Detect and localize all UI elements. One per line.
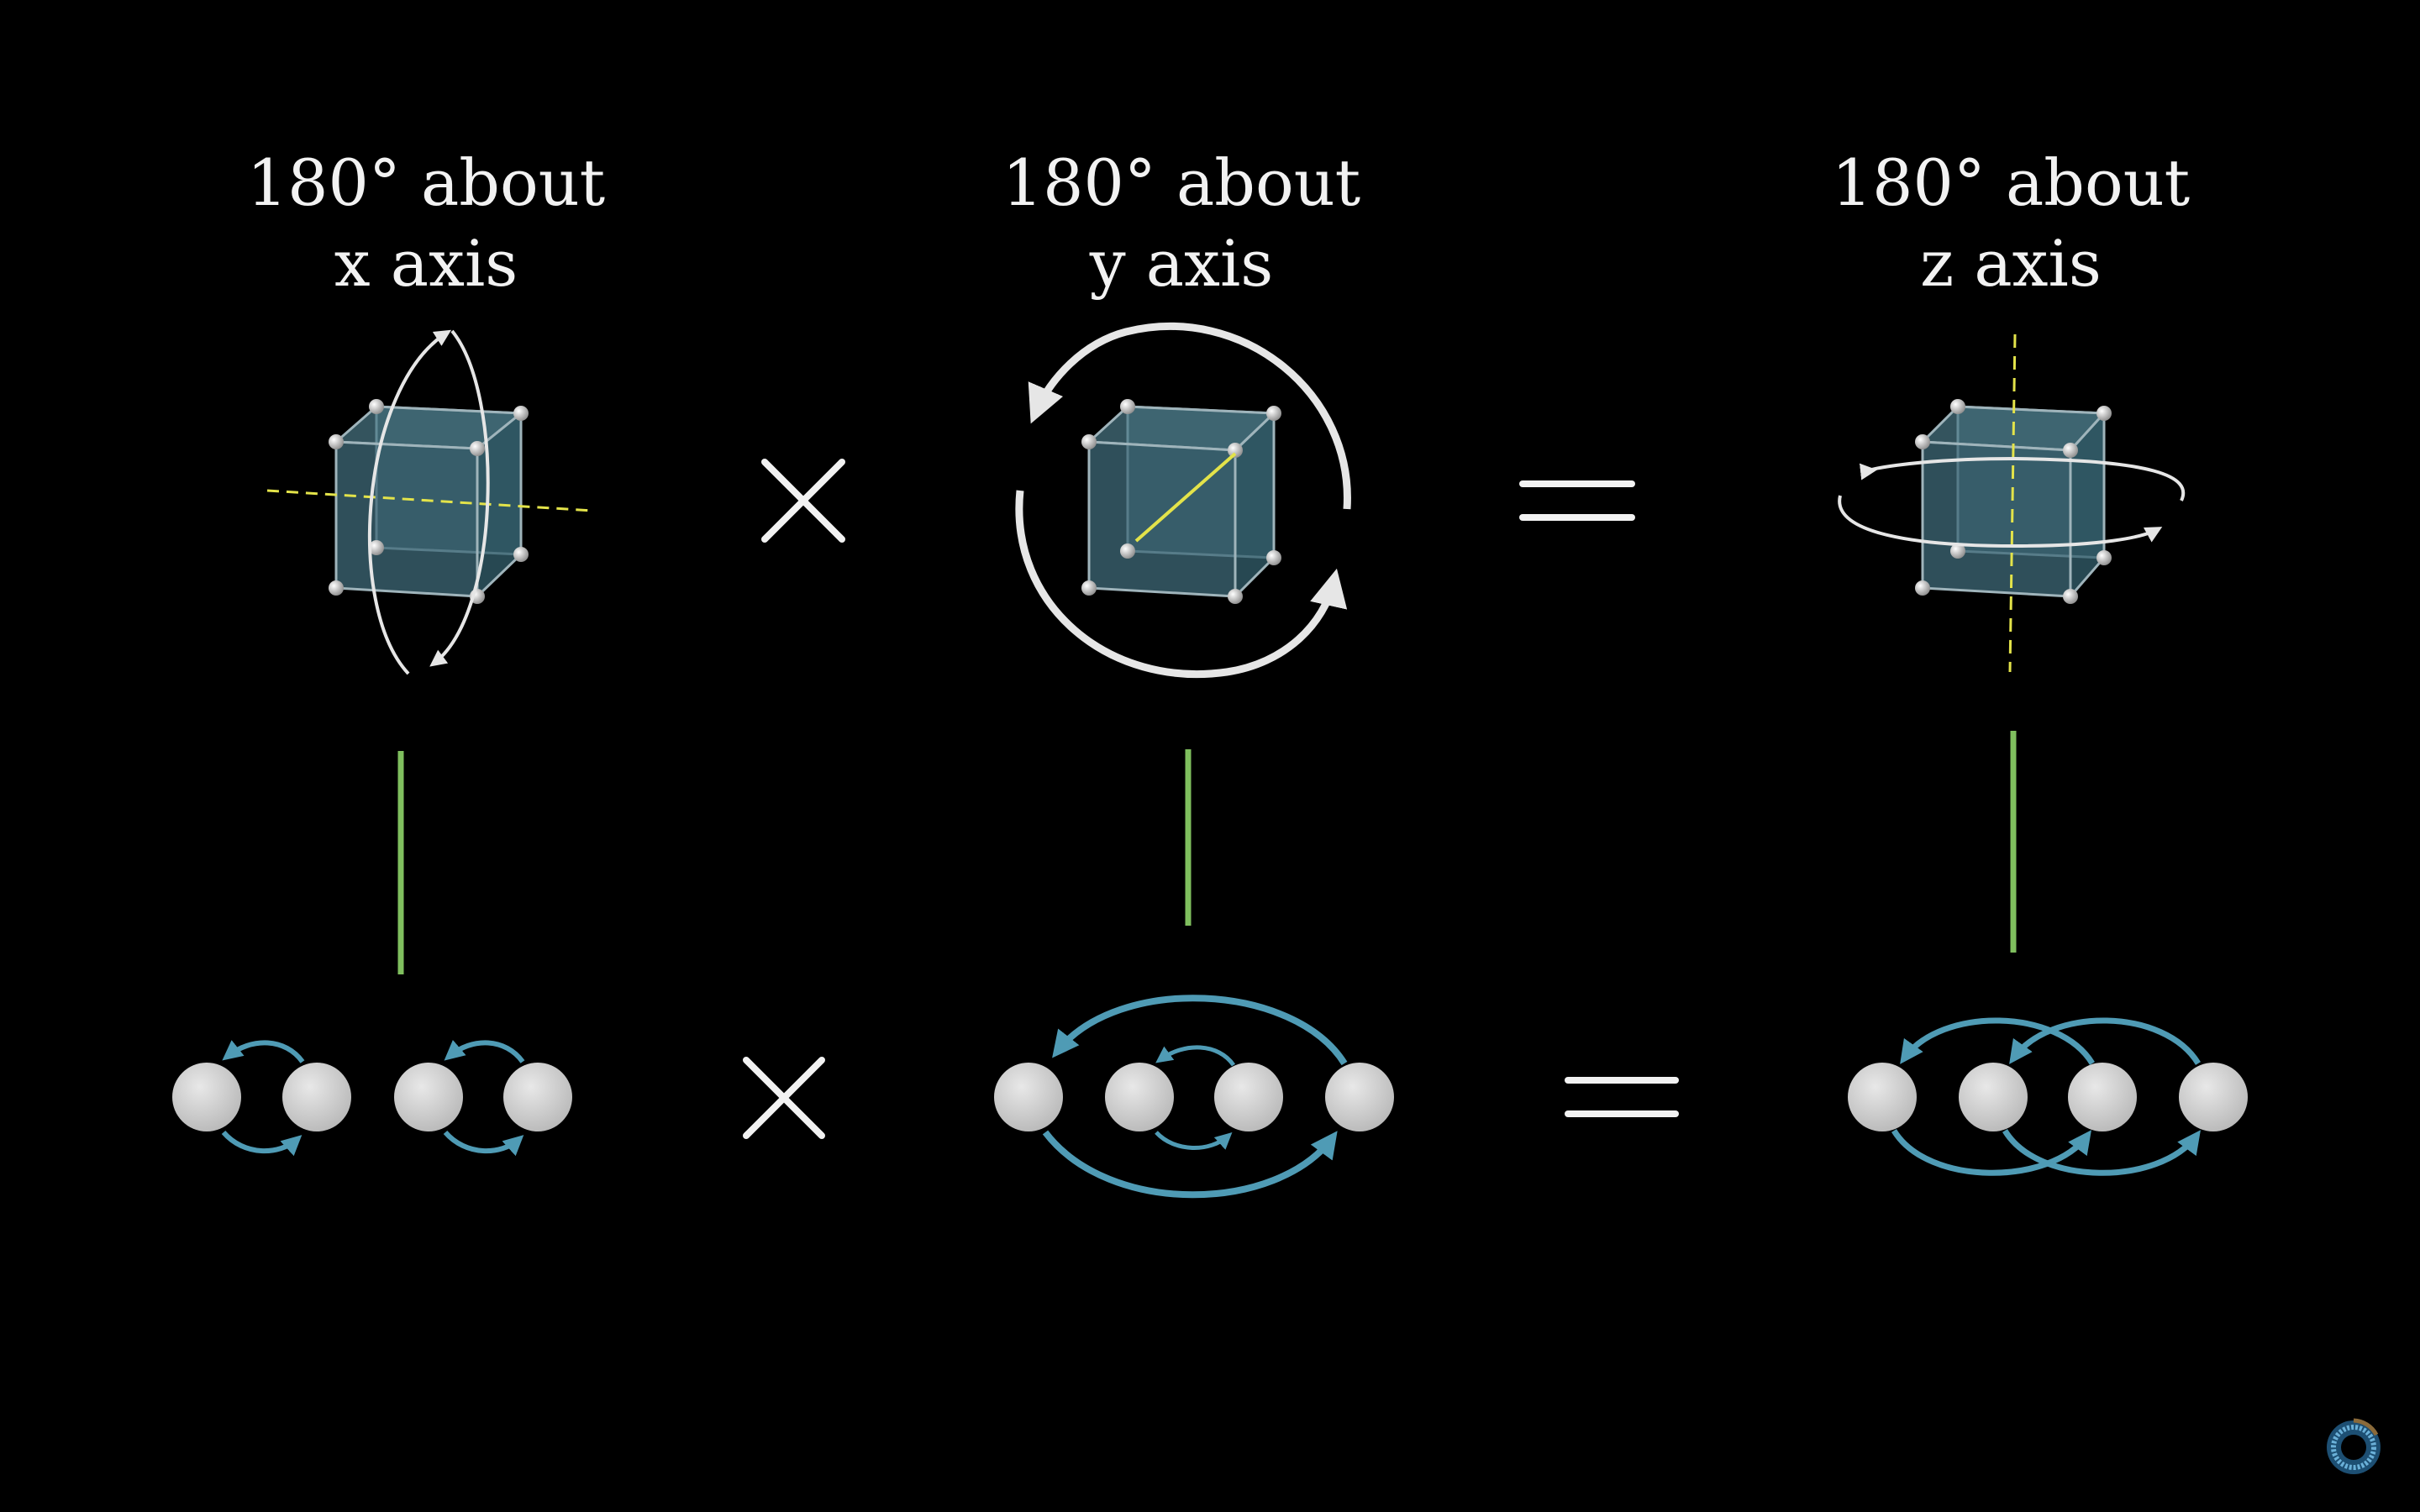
cube-x-rotation: [266, 329, 594, 675]
rotation-arrow-icon: [1859, 456, 2186, 501]
ball-icon: [1325, 1063, 1394, 1131]
permutation-z: [1848, 1017, 2248, 1176]
ball-icon: [1848, 1063, 1917, 1131]
label-y-line2: y axis: [1089, 226, 1274, 301]
label-y-line1: 180° about: [1002, 145, 1361, 220]
rotation-axis-x: [266, 489, 594, 512]
cube-icon: [1915, 399, 2112, 604]
swap-arrow-icon: [1155, 1131, 1233, 1150]
swap-arrow-icon: [444, 1039, 525, 1063]
ball-icon: [2179, 1063, 2248, 1131]
permutation-y: [994, 995, 1394, 1199]
swap-arrow-icon: [1042, 1130, 1338, 1199]
ball-icon: [994, 1063, 1063, 1131]
cube-vertices: [329, 399, 529, 604]
times-icon: [743, 1057, 825, 1139]
ball-icon: [2068, 1063, 2137, 1131]
rotation-axis-z: [2008, 333, 2017, 673]
cube-vertices: [1915, 399, 2112, 604]
label-z-line1: 180° about: [1831, 145, 2191, 220]
channel-logo-icon: [2327, 1418, 2381, 1474]
swap-arrow-icon: [1891, 1129, 2091, 1176]
swap-arrow-icon: [2009, 1017, 2201, 1065]
rotation-arrow-icon: [368, 329, 452, 675]
ball-icon: [282, 1063, 351, 1131]
swap-arrow-icon: [2002, 1129, 2201, 1176]
cube-z-rotation: [1838, 333, 2186, 673]
label-x-axis: 180° about x axis: [174, 143, 678, 304]
swap-arrow-icon: [221, 1130, 302, 1157]
permutation-x: [172, 1039, 572, 1157]
label-z-axis: 180° about z axis: [1759, 143, 2263, 304]
label-z-line2: z axis: [1920, 226, 2102, 301]
ball-icon: [1959, 1063, 2028, 1131]
swap-arrow-icon: [222, 1040, 305, 1063]
ball-icon: [503, 1063, 572, 1131]
equals-icon: [1565, 1077, 1679, 1117]
rotation-arrow-icon: [429, 329, 490, 667]
swap-arrow-icon: [1052, 995, 1348, 1066]
ball-icon: [1105, 1063, 1174, 1131]
label-y-axis: 180° about y axis: [929, 143, 1434, 304]
rotation-arrow-icon: [1015, 490, 1348, 679]
cube-vertices: [1081, 399, 1281, 604]
rotation-arrow-icon: [1838, 495, 2163, 549]
ball-icon: [172, 1063, 241, 1131]
equals-icon: [1519, 480, 1635, 521]
swap-arrow-icon: [443, 1130, 524, 1157]
ball-icon: [394, 1063, 463, 1131]
ball-icon: [1214, 1063, 1283, 1131]
label-x-line1: 180° about: [246, 145, 606, 220]
cube-y-rotation: [1015, 322, 1351, 679]
rotation-axis-y: [1134, 452, 1237, 543]
label-x-line2: x axis: [334, 226, 518, 301]
swap-arrow-icon: [1155, 1045, 1236, 1067]
swap-arrow-icon: [1900, 1017, 2095, 1065]
times-icon: [761, 459, 845, 543]
rotation-arrow-icon: [1028, 322, 1351, 510]
